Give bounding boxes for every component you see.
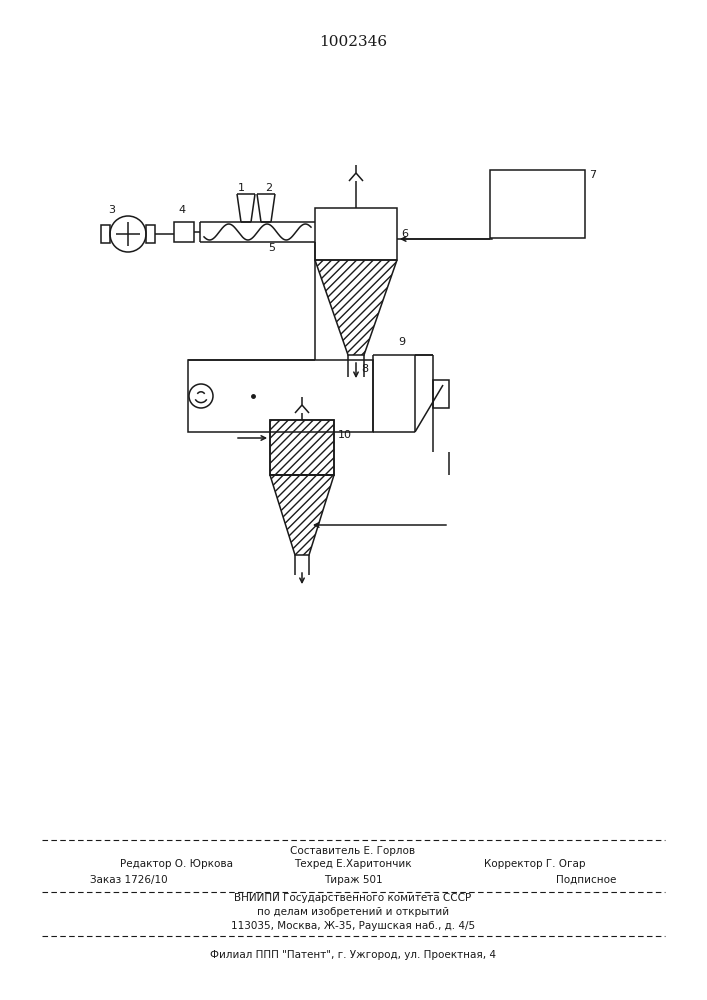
Text: ВНИИПИ Государственного комитета СССР: ВНИИПИ Государственного комитета СССР xyxy=(235,893,472,903)
Bar xyxy=(490,170,585,238)
Text: Корректор Г. Огар: Корректор Г. Огар xyxy=(484,859,586,869)
Bar xyxy=(270,420,334,475)
Bar xyxy=(146,225,155,243)
Text: Филиал ППП "Патент", г. Ужгород, ул. Проектная, 4: Филиал ППП "Патент", г. Ужгород, ул. Про… xyxy=(210,950,496,960)
Text: 1002346: 1002346 xyxy=(319,35,387,49)
Bar xyxy=(433,380,449,408)
Text: Заказ 1726/10: Заказ 1726/10 xyxy=(90,875,168,885)
Bar xyxy=(101,225,110,243)
Text: Составитель Е. Горлов: Составитель Е. Горлов xyxy=(291,846,416,856)
Text: Редактор О. Юркова: Редактор О. Юркова xyxy=(120,859,233,869)
Bar xyxy=(188,360,373,432)
Text: Тираж 501: Тираж 501 xyxy=(324,875,382,885)
Text: 1: 1 xyxy=(238,183,245,193)
Text: 9: 9 xyxy=(398,337,405,347)
Bar xyxy=(315,208,397,260)
Text: 5: 5 xyxy=(268,243,275,253)
Bar xyxy=(174,222,194,242)
Text: 3: 3 xyxy=(108,205,115,215)
Text: 113035, Москва, Ж-35, Раушская наб., д. 4/5: 113035, Москва, Ж-35, Раушская наб., д. … xyxy=(231,921,475,931)
Text: Подписное: Подписное xyxy=(556,875,617,885)
Text: 10: 10 xyxy=(338,430,352,440)
Text: Техред Е.Харитончик: Техред Е.Харитончик xyxy=(294,859,411,869)
Text: 2: 2 xyxy=(265,183,273,193)
Text: по делам изобретений и открытий: по делам изобретений и открытий xyxy=(257,907,449,917)
Text: 6: 6 xyxy=(401,229,408,239)
Text: 4: 4 xyxy=(178,205,185,215)
Bar xyxy=(270,420,334,475)
Text: 7: 7 xyxy=(589,170,596,180)
Text: 8: 8 xyxy=(361,364,368,374)
